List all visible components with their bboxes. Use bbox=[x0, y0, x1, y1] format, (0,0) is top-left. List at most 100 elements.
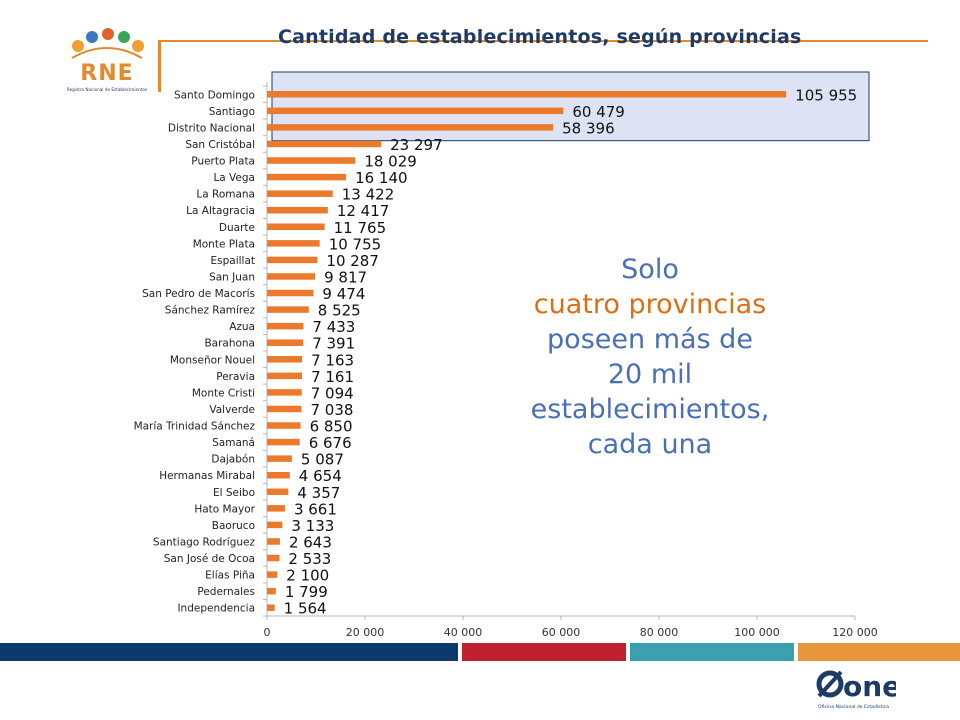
bar-30 bbox=[267, 571, 278, 578]
category-label: Barahona bbox=[204, 338, 255, 350]
category-label: La Vega bbox=[213, 172, 255, 184]
annotation-line-3: poseen más de bbox=[547, 324, 753, 355]
value-label: 3 661 bbox=[294, 500, 337, 518]
one-logo-o bbox=[816, 670, 844, 698]
rne-logo: RNE Registro Nacional de Establecimiento… bbox=[67, 28, 147, 92]
bar-22 bbox=[267, 438, 300, 446]
bar-24 bbox=[267, 471, 290, 479]
category-label: María Trinidad Sánchez bbox=[134, 421, 256, 433]
category-label: La Romana bbox=[196, 189, 255, 201]
value-label: 4 654 bbox=[299, 467, 342, 485]
bar-2 bbox=[267, 107, 564, 115]
bar-13 bbox=[267, 289, 314, 297]
footer-bar-blue bbox=[0, 643, 458, 661]
annotation-line-1: Solo bbox=[621, 254, 679, 285]
value-label: 105 955 bbox=[795, 86, 857, 104]
bar-1 bbox=[267, 91, 787, 98]
bar-6 bbox=[267, 173, 347, 181]
bar-23 bbox=[267, 455, 292, 462]
value-label: 6 676 bbox=[309, 434, 352, 452]
value-label: 6 850 bbox=[310, 418, 353, 436]
one-logo: one Oficina Nacional de Estadística bbox=[816, 670, 896, 710]
category-label: Peravia bbox=[216, 371, 255, 383]
value-label: 9 817 bbox=[324, 268, 367, 286]
one-logo-subtitle: Oficina Nacional de Estadística bbox=[818, 703, 889, 710]
value-label: 1 564 bbox=[284, 600, 327, 618]
x-tick-label: 80 000 bbox=[640, 626, 679, 639]
value-label: 4 357 bbox=[297, 484, 340, 502]
bar-32 bbox=[267, 604, 275, 611]
value-label: 7 161 bbox=[311, 368, 354, 386]
category-label: Hato Mayor bbox=[194, 503, 255, 515]
logo-subtitle: Registro Nacional de Establecimientos bbox=[67, 87, 147, 92]
category-label: Santo Domingo bbox=[174, 89, 255, 101]
bar-26 bbox=[267, 505, 285, 512]
value-label: 5 087 bbox=[301, 451, 344, 469]
category-label: Azua bbox=[229, 321, 255, 333]
bar-14 bbox=[267, 306, 309, 313]
annotation-line-4: 20 mil bbox=[607, 359, 693, 390]
annotation-text: Solo cuatro provincias poseen más de 20 … bbox=[505, 252, 795, 462]
value-label: 16 140 bbox=[355, 169, 408, 187]
annotation-line-2: cuatro provincias bbox=[533, 289, 767, 320]
x-tick-label: 120 000 bbox=[832, 626, 878, 639]
category-label: Monseñor Nouel bbox=[170, 354, 255, 366]
category-label: Monte Cristi bbox=[192, 387, 255, 399]
one-logo-slash bbox=[817, 670, 843, 698]
logo-icon-circle-1 bbox=[72, 40, 84, 52]
x-tick-label: 60 000 bbox=[542, 626, 581, 639]
bar-17 bbox=[267, 356, 303, 363]
bar-29 bbox=[267, 554, 280, 562]
category-label: San Pedro de Macorís bbox=[142, 288, 255, 300]
bar-12 bbox=[267, 273, 316, 280]
category-label: Sánchez Ramírez bbox=[165, 305, 256, 317]
category-label: San José de Ocoa bbox=[164, 553, 255, 565]
footer-bar-orange bbox=[798, 643, 960, 661]
bar-15 bbox=[267, 322, 304, 330]
category-label: Valverde bbox=[209, 404, 255, 416]
value-label: 10 755 bbox=[329, 235, 382, 253]
value-label: 7 391 bbox=[312, 335, 355, 353]
chart-title: Cantidad de establecimientos, según prov… bbox=[278, 26, 802, 48]
bar-21 bbox=[267, 422, 301, 429]
x-tick-label: 40 000 bbox=[444, 626, 483, 639]
bar-3 bbox=[267, 124, 554, 131]
category-label: La Altagracia bbox=[186, 205, 255, 217]
bar-11 bbox=[267, 256, 318, 264]
value-label: 1 799 bbox=[285, 583, 328, 601]
value-label: 58 396 bbox=[562, 119, 615, 137]
logo-icon-circle-4 bbox=[118, 31, 130, 43]
annotation-line-6: cada una bbox=[587, 429, 713, 460]
category-label: Monte Plata bbox=[193, 238, 255, 250]
bar-5 bbox=[267, 157, 356, 164]
bar-18 bbox=[267, 372, 303, 380]
bar-4 bbox=[267, 140, 382, 148]
x-tick-label: 0 bbox=[264, 626, 271, 639]
value-label: 7 163 bbox=[311, 351, 354, 369]
value-label: 2 100 bbox=[286, 567, 329, 585]
value-label: 12 417 bbox=[337, 202, 390, 220]
header-divider-vertical bbox=[158, 40, 161, 92]
x-tick-label: 20 000 bbox=[346, 626, 385, 639]
category-label: Puerto Plata bbox=[191, 156, 255, 168]
category-label: Santiago Rodríguez bbox=[153, 536, 256, 548]
value-label: 60 479 bbox=[572, 103, 625, 121]
value-label: 23 297 bbox=[390, 136, 443, 154]
x-tick-label: 100 000 bbox=[734, 626, 780, 639]
category-label: Hermanas Mirabal bbox=[159, 470, 255, 482]
category-label: San Juan bbox=[209, 271, 255, 283]
bar-8 bbox=[267, 206, 328, 214]
one-logo-text: one bbox=[843, 670, 896, 703]
category-label: Duarte bbox=[219, 222, 255, 234]
footer-bar-teal bbox=[630, 643, 794, 661]
header-divider-horizontal bbox=[158, 40, 928, 42]
footer-bar-red bbox=[462, 643, 626, 661]
bar-16 bbox=[267, 339, 304, 346]
category-label: Baoruco bbox=[212, 520, 255, 532]
value-label: 10 287 bbox=[326, 252, 379, 270]
category-label: Santiago bbox=[209, 106, 255, 118]
logo-icon-circle-2 bbox=[86, 31, 98, 43]
bar-31 bbox=[267, 587, 276, 595]
category-label: Independencia bbox=[177, 603, 255, 615]
value-label: 8 525 bbox=[318, 302, 361, 320]
